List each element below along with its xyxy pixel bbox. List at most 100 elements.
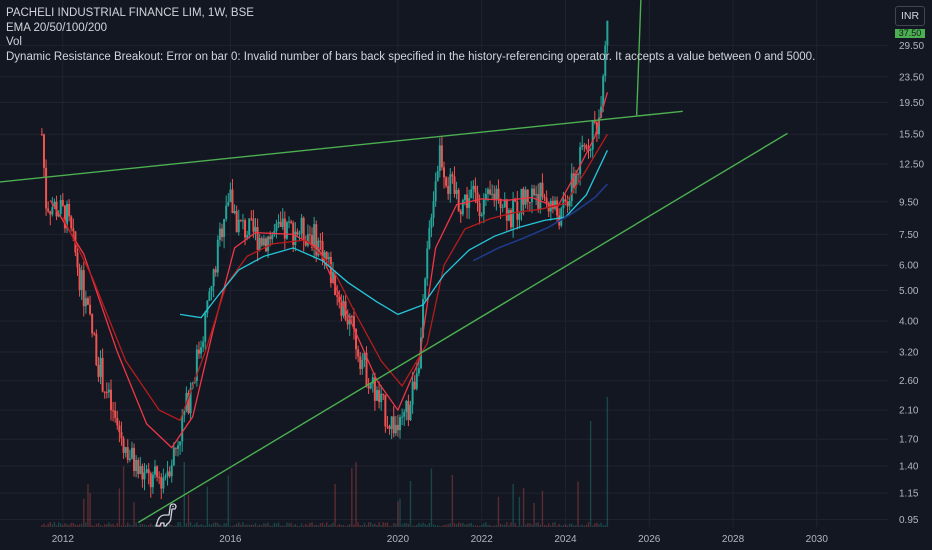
candle-body [168, 471, 171, 477]
volume-indicator-label[interactable]: Vol [6, 36, 22, 48]
candle-body [390, 416, 393, 430]
y-tick-label: 2.60 [899, 376, 919, 387]
y-tick-label: 23.50 [899, 72, 924, 83]
candle-body [302, 217, 305, 241]
candle-body [369, 383, 372, 389]
candle-body [66, 203, 69, 229]
candle-body [210, 286, 213, 292]
volume-bar [223, 523, 225, 527]
candle-body [269, 236, 272, 240]
currency-button[interactable]: INR [895, 6, 925, 26]
ema-indicator-label[interactable]: EMA 20/50/100/200 [6, 21, 108, 34]
x-tick-label: 2024 [554, 534, 577, 545]
candle-body [484, 193, 487, 200]
volume-bar [187, 494, 190, 527]
volume-bar [78, 524, 81, 527]
candle-body [59, 200, 62, 214]
volume-bar [336, 525, 338, 527]
candle-body [388, 426, 391, 430]
price-axis[interactable]: 0.95 1.15 1.40 1.70 2.10 2.60 3.20 4.00 5.00 6.00… [899, 41, 924, 526]
volume-bar [581, 524, 583, 527]
volume-bar [219, 524, 221, 527]
volume-bar [235, 523, 238, 527]
candle-body [352, 316, 355, 330]
volume-bar [518, 496, 521, 527]
volume-bar [41, 525, 43, 527]
volume-bar [397, 501, 399, 527]
volume-bar [395, 523, 397, 527]
volume-bar [346, 525, 349, 527]
volume-bar [269, 525, 271, 527]
volume-bar [545, 525, 548, 527]
volume-bar [548, 523, 550, 527]
volume-bar [342, 525, 345, 527]
candle-body [126, 447, 129, 460]
tradingview-dino-logo[interactable] [152, 500, 180, 528]
candle-body [413, 381, 416, 389]
candle-body [327, 256, 330, 260]
candle-body [156, 466, 159, 477]
volume-bar [430, 468, 433, 527]
candle-body [275, 223, 278, 231]
volume-bar [129, 524, 131, 527]
candle-body [541, 182, 544, 197]
candle-body [137, 459, 140, 474]
candle-body [235, 210, 238, 233]
volume-bar [244, 524, 246, 527]
y-tick-label: 1.70 [899, 435, 919, 446]
volume-bar [504, 524, 506, 527]
volume-bar [577, 481, 579, 527]
volume-bar [527, 523, 529, 527]
candle-body [103, 391, 106, 393]
volume-bar [583, 525, 586, 527]
candle-body [424, 278, 427, 300]
x-tick-label: 2016 [219, 534, 242, 545]
candle-body [47, 208, 50, 212]
y-tick-label: 2.10 [899, 406, 919, 417]
chart-legend: PACHELI INDUSTRIAL FINANCE LIM, 1W, BSE … [6, 6, 815, 64]
candle-body [233, 210, 236, 214]
volume-bar [378, 522, 380, 527]
volume-bar [319, 523, 322, 527]
candle-body [177, 445, 180, 449]
volume-bar [568, 523, 571, 527]
volume-bar [194, 524, 196, 527]
candle-body [308, 234, 311, 236]
candle-body [319, 240, 322, 242]
volume-bar [426, 525, 428, 527]
volume-bar [357, 522, 359, 527]
volume-bar [141, 524, 144, 527]
volume-bar [445, 524, 447, 527]
time-axis[interactable]: 2012 2016 2020 2022 2024 2026 2028 2030 [52, 534, 829, 545]
candle-body [143, 472, 146, 480]
candle-body [466, 194, 469, 208]
volume-bar [154, 524, 156, 527]
candle-body [223, 218, 226, 238]
candle-body [570, 173, 573, 202]
volume-bar [177, 522, 179, 527]
volume-bar [89, 492, 91, 527]
candle-body [114, 410, 117, 418]
symbol-title[interactable]: PACHELI INDUSTRIAL FINANCE LIM, 1W, BSE [6, 7, 254, 19]
candle-body [145, 469, 148, 473]
volume-bar [298, 525, 301, 527]
volume-bar [110, 524, 112, 527]
candle-body [409, 404, 412, 421]
volume-bar [124, 525, 127, 527]
candle-body [294, 231, 297, 245]
candle-body [591, 120, 594, 150]
volume-bar [560, 525, 562, 527]
volume-bar [332, 522, 334, 527]
candle-body [122, 438, 125, 453]
candle-body [151, 474, 154, 488]
candle-body [463, 194, 466, 201]
volume-bar [206, 486, 209, 527]
candle-body [480, 214, 483, 216]
candle-body [179, 441, 182, 446]
volume-bar [571, 523, 573, 527]
volume-bar [131, 525, 133, 527]
candle-body [593, 120, 596, 123]
candle-body [197, 349, 200, 354]
volume-bar [585, 524, 588, 527]
